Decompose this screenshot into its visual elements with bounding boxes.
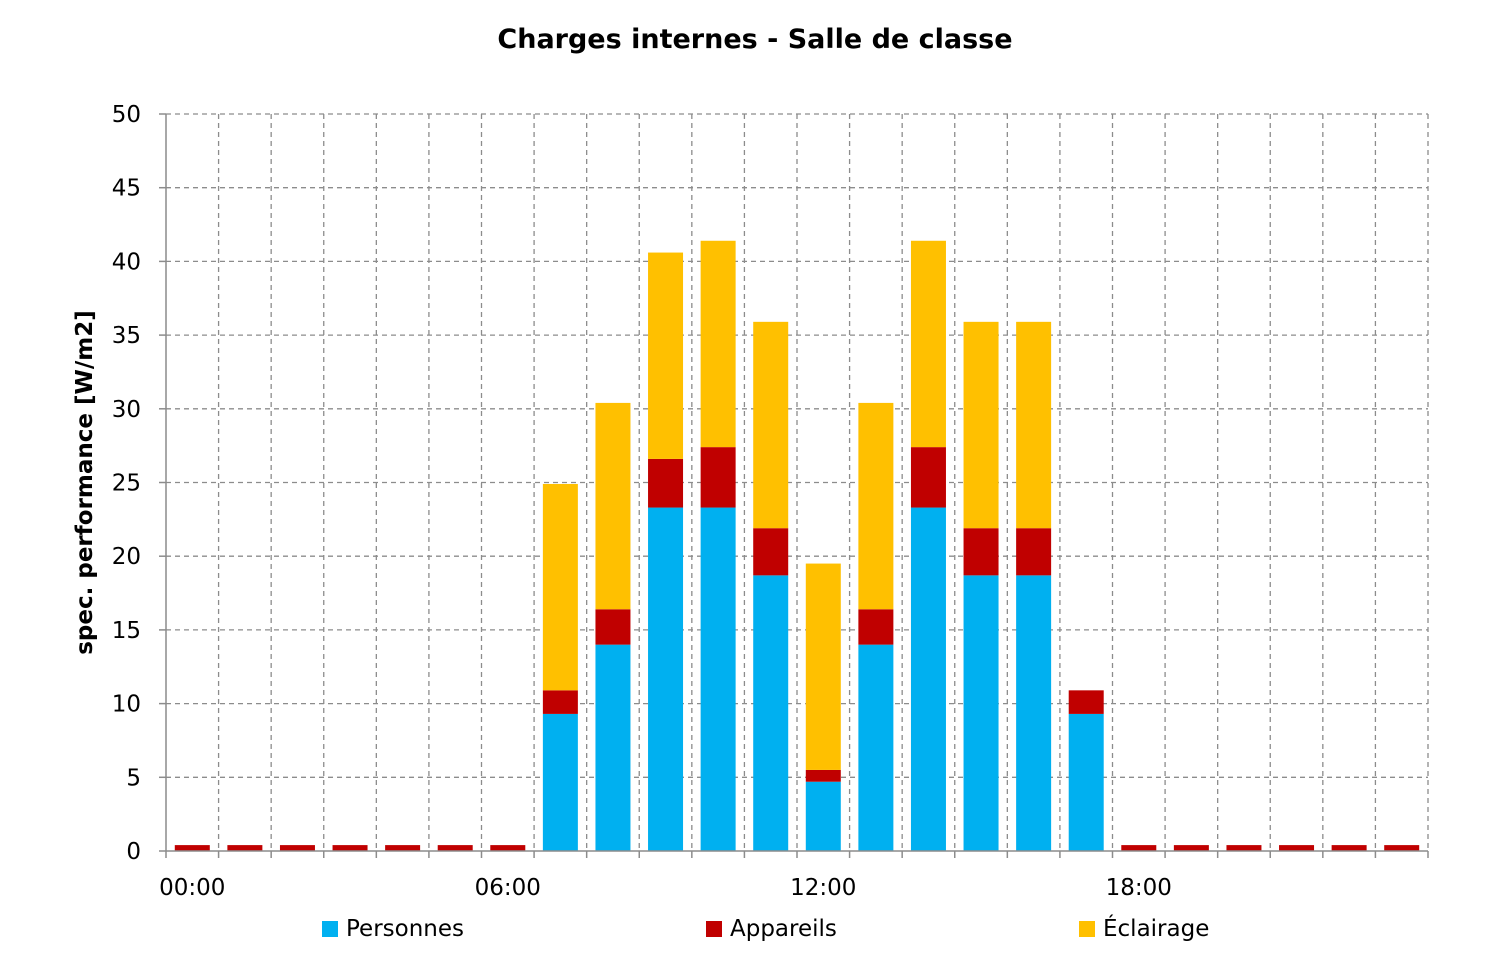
bar-appareils-7 xyxy=(542,690,578,714)
bar-appareils-19 xyxy=(1173,845,1209,851)
bar-appareils-14 xyxy=(910,447,946,508)
y-tick-label: 10 xyxy=(112,692,141,718)
bar-appareils-16 xyxy=(1016,528,1052,576)
bar-appareils-22 xyxy=(1331,845,1367,851)
bar-appareils-1 xyxy=(227,845,263,851)
bar-appareils-4 xyxy=(385,845,421,851)
legend-item: Personnes xyxy=(322,916,464,942)
bar-appareils-15 xyxy=(963,528,999,576)
bar-appareils-18 xyxy=(1121,845,1157,851)
bar-personnes-7 xyxy=(542,713,578,851)
bar-appareils-9 xyxy=(648,458,684,508)
bar-appareils-5 xyxy=(437,845,473,851)
bar-personnes-16 xyxy=(1016,575,1052,851)
y-tick-label: 40 xyxy=(112,249,141,275)
legend-item: Appareils xyxy=(706,916,837,942)
legend-swatch xyxy=(1079,921,1095,937)
legend-label: Appareils xyxy=(730,916,837,942)
bar-personnes-13 xyxy=(858,644,894,851)
y-tick-label: 0 xyxy=(126,839,141,865)
bar-appareils-0 xyxy=(174,845,210,851)
bar-personnes-9 xyxy=(648,507,684,851)
x-tick-label: 18:00 xyxy=(1106,875,1172,901)
bar-eclairage-8 xyxy=(595,402,631,610)
bar-eclairage-15 xyxy=(963,321,999,529)
chart-title: Charges internes - Salle de classe xyxy=(497,24,1013,55)
legend: Personnes Appareils Éclairage xyxy=(0,914,1510,948)
legend-swatch xyxy=(706,921,722,937)
y-tick-label: 25 xyxy=(112,471,141,497)
bar-appareils-12 xyxy=(805,769,841,782)
bar-personnes-15 xyxy=(963,575,999,851)
y-tick-label: 15 xyxy=(112,618,141,644)
bar-appareils-10 xyxy=(700,447,736,508)
y-tick-label: 45 xyxy=(112,176,141,202)
bar-appareils-2 xyxy=(279,845,315,851)
x-tick-label: 06:00 xyxy=(475,875,541,901)
bar-appareils-23 xyxy=(1384,845,1420,851)
x-tick-label: 00:00 xyxy=(159,875,225,901)
bar-personnes-14 xyxy=(910,507,946,851)
bar-appareils-17 xyxy=(1068,690,1104,714)
legend-swatch xyxy=(322,921,338,937)
legend-item: Éclairage xyxy=(1079,916,1209,942)
bar-personnes-17 xyxy=(1068,713,1104,851)
y-axis-label: spec. performance [W/m2] xyxy=(72,310,98,655)
y-tick-label: 30 xyxy=(112,397,141,423)
y-tick-label: 5 xyxy=(126,765,141,791)
bar-personnes-10 xyxy=(700,507,736,851)
bar-eclairage-9 xyxy=(648,252,684,459)
bar-appareils-13 xyxy=(858,609,894,645)
y-tick-label: 20 xyxy=(112,544,141,570)
bar-personnes-8 xyxy=(595,644,631,851)
bar-appareils-21 xyxy=(1279,845,1315,851)
bar-eclairage-10 xyxy=(700,240,736,448)
bar-personnes-12 xyxy=(805,781,841,851)
bar-eclairage-7 xyxy=(542,483,578,691)
bar-eclairage-13 xyxy=(858,402,894,610)
bar-personnes-11 xyxy=(753,575,789,851)
bar-appareils-20 xyxy=(1226,845,1262,851)
bar-eclairage-12 xyxy=(805,563,841,770)
y-tick-label: 50 xyxy=(112,102,141,128)
legend-label: Personnes xyxy=(346,916,464,942)
bar-appareils-6 xyxy=(490,845,526,851)
legend-label: Éclairage xyxy=(1103,916,1210,942)
bar-eclairage-11 xyxy=(753,321,789,529)
bar-appareils-11 xyxy=(753,528,789,576)
bar-eclairage-16 xyxy=(1016,321,1052,529)
y-tick-label: 35 xyxy=(112,323,141,349)
x-tick-label: 12:00 xyxy=(790,875,856,901)
bar-eclairage-14 xyxy=(910,240,946,448)
bar-appareils-8 xyxy=(595,609,631,645)
bar-appareils-3 xyxy=(332,845,368,851)
